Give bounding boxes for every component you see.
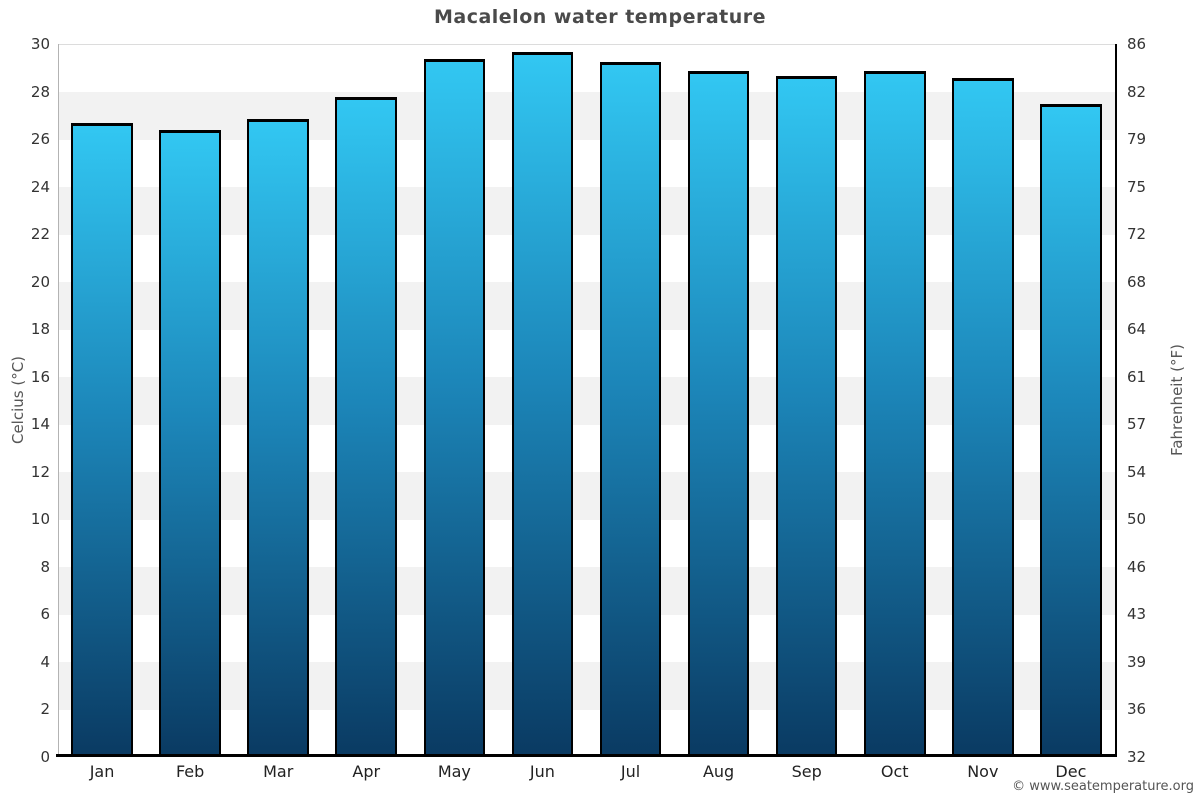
celsius-tick-8: 8 [40,557,50,576]
bar-jul [599,61,662,757]
celsius-tick-0: 0 [40,748,50,766]
bar-dec [1040,104,1102,757]
x-tick-nov: Nov [967,762,999,781]
grid-band [58,92,1115,140]
celsius-tick-20: 20 [30,272,50,291]
bar-mar [247,118,310,757]
grid-band [58,377,1115,425]
fahrenheit-tick-68: 68 [1127,272,1147,291]
bar-apr [335,97,398,757]
bar-jan [71,123,133,757]
bar-sep [775,75,838,757]
grid-band [58,709,1115,758]
celsius-tick-28: 28 [30,82,50,101]
fahrenheit-tick-82: 82 [1127,82,1147,101]
fahrenheit-tick-86: 86 [1127,35,1147,53]
plot-area [58,44,1115,758]
x-tick-aug: Aug [702,762,735,781]
bar-slot-aug [675,45,763,757]
grid-band [58,614,1115,663]
x-tick-may: May [437,762,471,781]
grid-band [58,329,1115,378]
bar-jun [511,52,574,757]
celsius-tick-10: 10 [30,510,50,529]
grid-band [58,282,1115,330]
fahrenheit-tick-61: 61 [1127,367,1147,386]
grid-band [58,567,1115,615]
x-tick-oct: Oct [880,762,909,781]
bar-slot-mar [234,45,322,757]
bar-slot-oct [851,45,939,757]
grid-band [58,187,1115,235]
fahrenheit-tick-46: 46 [1127,557,1147,576]
fahrenheit-tick-64: 64 [1127,320,1147,339]
bar-slot-jan [58,45,146,757]
grid-band [58,45,1115,93]
x-axis-line [56,754,1117,757]
grid-band [58,139,1115,188]
celsius-tick-14: 14 [30,415,50,434]
x-tick-jan: Jan [89,762,115,781]
copyright-link[interactable]: © www.seatemperature.org [1012,779,1194,794]
celsius-tick-12: 12 [30,462,50,481]
bar-slot-jun [498,45,586,757]
fahrenheit-tick-75: 75 [1127,177,1147,196]
x-tick-jul: Jul [620,762,641,781]
grid-band [58,662,1115,710]
bar-slot-jul [586,45,674,757]
chart-title: Macalelon water temperature [433,6,767,28]
celsius-tick-30: 30 [30,35,50,53]
x-tick-dec: Dec [1055,762,1087,781]
grid-band [58,519,1115,568]
fahrenheit-tick-32: 32 [1127,748,1147,766]
bar-slot-feb [146,45,234,757]
fahrenheit-tick-50: 50 [1127,510,1147,529]
bar-nov [952,78,1014,757]
fahrenheit-tick-54: 54 [1127,462,1147,481]
celsius-tick-18: 18 [30,320,50,339]
celsius-tick-16: 16 [30,367,50,386]
x-tick-jun: Jun [529,762,555,781]
fahrenheit-tick-72: 72 [1127,225,1147,244]
x-tick-apr: Apr [352,762,381,781]
bar-aug [687,71,750,757]
grid-band [58,472,1115,520]
celsius-tick-22: 22 [30,225,50,244]
fahrenheit-tick-36: 36 [1127,700,1147,719]
bar-slot-nov [939,45,1027,757]
grid-band [58,424,1115,473]
fahrenheit-tick-79: 79 [1127,130,1147,149]
bar-feb [159,130,221,757]
x-tick-sep: Sep [791,762,822,781]
y-axis-title-celsius: Celcius (°C) [9,355,27,445]
celsius-tick-6: 6 [40,605,50,624]
celsius-tick-4: 4 [40,652,50,671]
y-axis-line-right [1115,44,1117,757]
bar-oct [863,71,926,757]
grid-band [58,234,1115,283]
bar-slot-apr [322,45,410,757]
fahrenheit-tick-43: 43 [1127,605,1147,624]
bar-slot-sep [763,45,851,757]
fahrenheit-tick-39: 39 [1127,652,1147,671]
y-axis-title-fahrenheit: Fahrenheit (°F) [1168,344,1186,456]
y-axis-line-left [58,44,59,757]
x-tick-mar: Mar [263,762,294,781]
bars-container [58,45,1115,757]
bar-may [423,59,486,757]
celsius-tick-26: 26 [30,130,50,149]
celsius-tick-24: 24 [30,177,50,196]
x-tick-feb: Feb [175,762,205,781]
bar-slot-dec [1027,45,1115,757]
gridline-bands [58,45,1115,758]
celsius-tick-2: 2 [40,700,50,719]
fahrenheit-tick-57: 57 [1127,415,1147,434]
x-axis-labels: Jan Feb Mar Apr May Jun Jul Aug Sep Oct Nov Dec [58,762,1115,781]
bar-slot-may [410,45,498,757]
